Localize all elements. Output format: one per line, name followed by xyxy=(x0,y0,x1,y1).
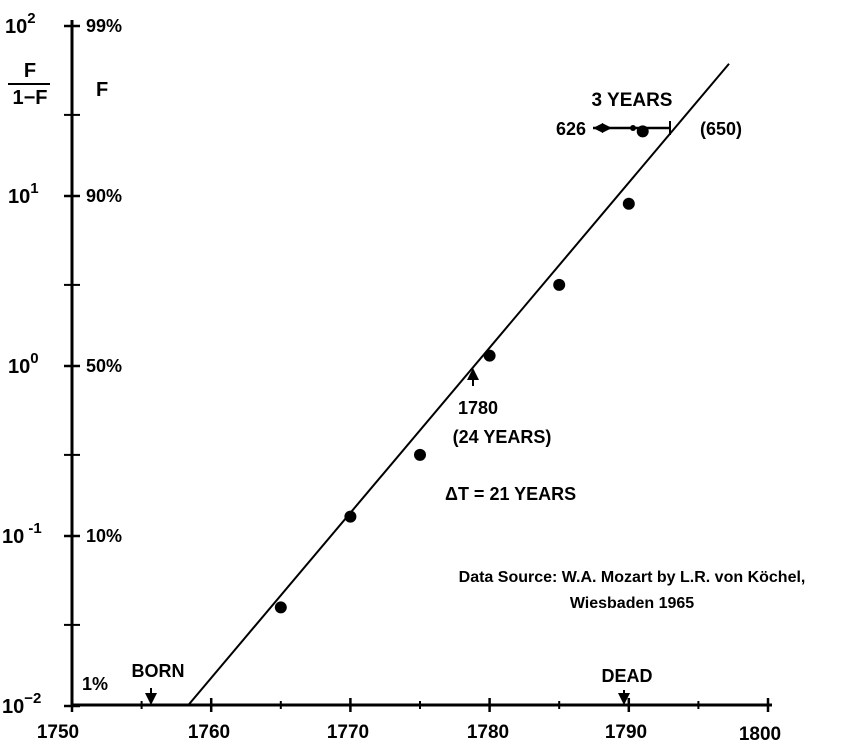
y-tick-label: 102 xyxy=(5,10,36,38)
data-source-line1: Data Source: W.A. Mozart by L.R. von Köc… xyxy=(459,569,806,586)
x-tick-label: 1800 xyxy=(739,724,781,745)
y-tick-label: 100 xyxy=(8,350,39,378)
y-axis-title-left: F 1−F xyxy=(8,60,50,109)
data-point xyxy=(414,448,426,461)
y-tick-percent: 1% xyxy=(82,674,108,694)
x-tick-label: 1770 xyxy=(327,722,369,743)
dead-label: DEAD xyxy=(601,666,652,686)
y-tick-percent: 99% xyxy=(86,16,122,36)
year-1780-annotation: 1780 (24 YEARS) xyxy=(453,368,552,447)
y-tick-percent: 90% xyxy=(86,186,122,206)
born-arrow-head xyxy=(145,693,157,705)
fit-line xyxy=(186,63,730,707)
y-tick-label: 10 -1 xyxy=(2,520,42,548)
data-source-line2: Wiesbaden 1965 xyxy=(570,595,694,612)
dead-annotation: DEAD xyxy=(601,666,653,705)
bracket-arrow-left xyxy=(593,123,603,133)
data-point xyxy=(553,278,566,291)
label-24-years: (24 YEARS) xyxy=(453,427,552,447)
data-point xyxy=(622,197,635,210)
y-axis-title-right: F xyxy=(96,79,108,101)
x-tick-labels: 1750 1760 1770 1780 1790 1800 xyxy=(37,722,781,745)
y-label-numerator: F xyxy=(24,60,36,82)
three-years-annotation: 3 YEARS 626 (650) xyxy=(556,90,742,139)
label-650: (650) xyxy=(700,119,742,139)
x-tick-label: 1790 xyxy=(605,722,647,743)
bracket-dot xyxy=(630,125,636,131)
y-axis-right-labels: 99% 90% 50% 10% 1% xyxy=(82,16,122,694)
y-label-denominator: 1−F xyxy=(12,87,47,109)
y-tick-percent: 50% xyxy=(86,356,122,376)
arrow-1780-head xyxy=(467,368,479,380)
y-tick-percent: 10% xyxy=(86,526,122,546)
data-points xyxy=(274,125,649,614)
y-tick-label: 10−2 xyxy=(2,690,41,718)
tick-marks xyxy=(64,24,770,712)
x-tick-label: 1780 xyxy=(467,722,509,743)
label-626: 626 xyxy=(556,119,586,139)
y-tick-label: 101 xyxy=(8,180,39,208)
label-1780: 1780 xyxy=(458,398,498,418)
born-label: BORN xyxy=(132,661,185,681)
data-point xyxy=(344,510,357,523)
dead-arrow-head xyxy=(618,693,630,705)
y-axis-left-labels: 102 101 100 10 -1 10−2 xyxy=(2,10,42,718)
born-annotation: BORN xyxy=(132,661,185,705)
bracket-arrow-mid xyxy=(602,123,612,133)
fit-line-group xyxy=(186,63,730,707)
data-point xyxy=(483,349,496,362)
three-years-label: 3 YEARS xyxy=(592,90,673,111)
data-point xyxy=(274,601,287,614)
x-tick-label: 1760 xyxy=(188,722,230,743)
x-tick-label: 1750 xyxy=(37,722,79,743)
delta-t-label: ΔT = 21 YEARS xyxy=(445,484,576,504)
